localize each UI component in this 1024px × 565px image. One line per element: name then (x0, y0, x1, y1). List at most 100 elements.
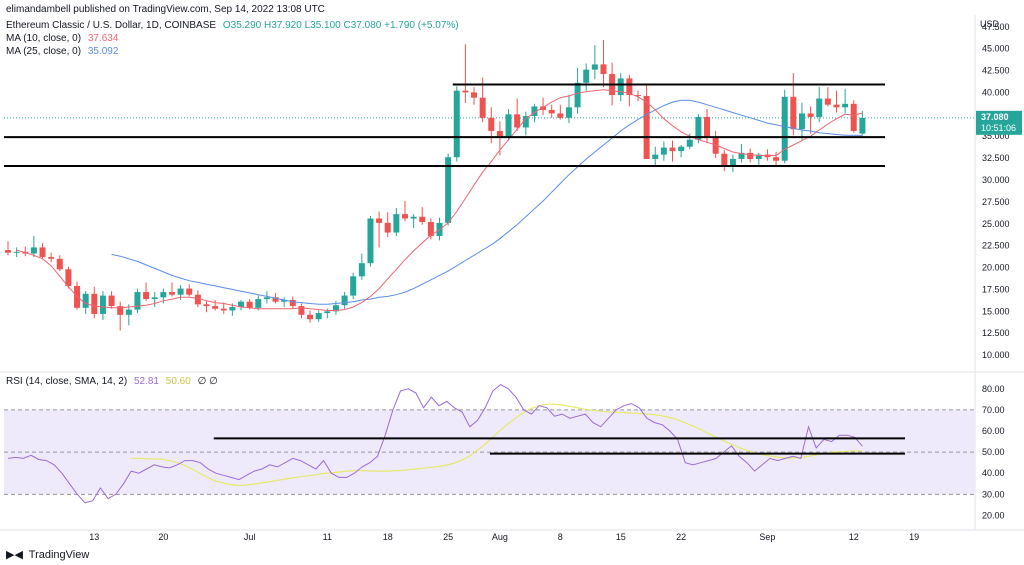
rsi-legend: RSI (14, close, SMA, 14, 2) 52.81 50.60 … (6, 376, 218, 387)
candle-body (729, 158, 736, 167)
candle-body (384, 222, 391, 233)
candle-body (82, 293, 89, 308)
candle-body (453, 90, 460, 158)
candle-body (798, 113, 805, 130)
candle-body (833, 104, 840, 108)
candle-body (488, 117, 495, 131)
time-tick-label: Sep (759, 532, 775, 542)
time-tick-label: 11 (323, 532, 332, 542)
price-tick-label: 17.500 (982, 284, 1010, 294)
time-tick-label: 8 (558, 532, 563, 542)
candle-body (695, 116, 702, 140)
candle-body (807, 113, 814, 117)
candle-body (824, 98, 831, 105)
candle-body (617, 78, 624, 96)
ma10-label: MA (10, close, 0) (6, 33, 82, 44)
last-price-label: 37.080 (981, 112, 1009, 122)
candle-body (168, 292, 175, 295)
candle-body (522, 116, 529, 128)
time-tick-label: 20 (158, 532, 168, 542)
price-tick-label: 32.500 (982, 153, 1010, 163)
time-tick-label: Aug (492, 532, 508, 542)
candle-body (315, 313, 322, 320)
candle-body (678, 146, 685, 152)
candle-body (505, 114, 512, 137)
price-tick-label: 27.500 (982, 197, 1010, 207)
candle-body (496, 130, 503, 137)
candle-body (108, 295, 115, 307)
time-tick-label: 18 (383, 532, 393, 542)
candle-body (91, 293, 98, 314)
candle-body (5, 250, 11, 253)
candle-body (591, 64, 598, 70)
footer-brand[interactable]: ▶◀ TradingView (6, 548, 89, 561)
rsi-label: RSI (14, close, SMA, 14, 2) (6, 376, 128, 387)
footer-brand-label: TradingView (28, 549, 90, 561)
candle-body (445, 157, 452, 223)
candle-body (220, 308, 227, 311)
candle-body (574, 82, 581, 108)
ma10-value: 37.634 (87, 33, 119, 44)
time-tick-label: 22 (676, 532, 686, 542)
candle-body (160, 292, 167, 298)
candle-body (30, 247, 37, 254)
candle-body (565, 107, 572, 118)
ma25-label: MA (25, close, 0) (6, 46, 82, 57)
candle-body (117, 306, 124, 315)
candle-body (773, 157, 780, 161)
price-tick-label: 12.500 (982, 328, 1010, 338)
rsi-ma-line (131, 403, 863, 487)
candle-body (747, 152, 754, 159)
candle-body (850, 103, 857, 131)
candle-body (367, 218, 374, 264)
time-tick-label: 12 (849, 532, 859, 542)
price-tick-label: 42.500 (982, 66, 1010, 76)
rsi-value: 52.81 (133, 376, 159, 387)
candle-body (65, 269, 72, 286)
candle-body (203, 304, 210, 307)
candle-body (540, 106, 547, 110)
symbol-title: Ethereum Classic / U.S. Dollar, 1D, COIN… (6, 20, 217, 31)
candle-body (626, 78, 633, 96)
ma25-legend: MA (25, close, 0) 35.092 (6, 46, 118, 57)
candle-body (99, 295, 106, 314)
time-tick-label: 19 (909, 532, 919, 542)
rsi-tick-label: 60.00 (982, 426, 1005, 436)
time-tick-label: 13 (89, 532, 99, 542)
candle-body (358, 263, 365, 277)
candle-body (341, 295, 348, 306)
price-tick-label: 20.000 (982, 263, 1010, 273)
time-tick-label: 25 (443, 532, 453, 542)
candle-body (186, 288, 193, 295)
price-tick-label: 15.000 (982, 306, 1010, 316)
candle-body (471, 92, 478, 98)
candle-body (738, 152, 745, 159)
candle-body (669, 147, 676, 152)
candle-body (514, 114, 521, 128)
candle-body (859, 117, 866, 134)
candle-body (324, 311, 331, 314)
candle-body (842, 103, 849, 108)
rsi-tick-label: 40.00 (982, 468, 1005, 478)
candle-body (194, 294, 201, 305)
rsi-tick-label: 20.00 (982, 510, 1005, 520)
ma25-line (111, 99, 863, 305)
candle-body (143, 292, 150, 300)
candle-body (151, 297, 158, 300)
candle-body (557, 113, 564, 118)
candle-body (755, 154, 762, 159)
price-tick-label: 22.500 (982, 241, 1010, 251)
candle-body (419, 216, 426, 223)
candle-body (427, 222, 434, 237)
candle-body (212, 306, 219, 309)
last-price-badge (976, 110, 1022, 135)
candle-body (376, 218, 383, 223)
price-tick-label: 35.000 (982, 131, 1010, 141)
candle-body (56, 258, 63, 270)
price-tick-label: 40.000 (982, 87, 1010, 97)
candle-body (531, 106, 538, 117)
ma10-legend: MA (10, close, 0) 37.634 (6, 33, 118, 44)
candle-body (39, 247, 46, 258)
candle-body (393, 214, 400, 233)
